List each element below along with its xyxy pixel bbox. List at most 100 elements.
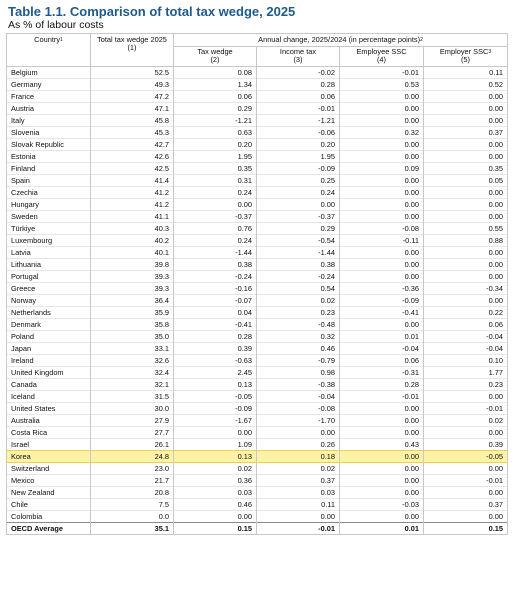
cell-employee-ssc: 0.00: [339, 426, 424, 439]
cell-tax-wedge: 0.76: [173, 222, 257, 235]
cell-tax-wedge: 0.24: [173, 234, 257, 247]
cell-employee-ssc: 0.00: [339, 486, 424, 499]
cell-total: 7.5: [90, 498, 174, 511]
cell-income-tax: -1.21: [256, 114, 340, 127]
cell-total: 20.8: [90, 486, 174, 499]
cell-total: 42.6: [90, 150, 174, 163]
cell-income-tax: 0.02: [256, 294, 340, 307]
cell-employer-ssc: 0.55: [423, 222, 508, 235]
cell-tax-wedge: 0.13: [173, 450, 257, 463]
table-row: Colombia 0.0 0.00 0.00 0.00 0.00: [6, 510, 508, 523]
cell-country: Denmark: [6, 318, 91, 331]
cell-income-tax: 0.00: [256, 426, 340, 439]
cell-employer-ssc: 0.00: [423, 294, 508, 307]
cell-employee-ssc: 0.00: [339, 138, 424, 151]
table-body: Belgium 52.5 0.08 -0.02 -0.01 0.11 Germany 49.3…: [6, 66, 508, 535]
cell-employee-ssc: 0.00: [339, 414, 424, 427]
cell-total: 42.7: [90, 138, 174, 151]
cell-tax-wedge: 0.00: [173, 510, 257, 523]
cell-employer-ssc: 0.00: [423, 462, 508, 475]
cell-tax-wedge: -0.05: [173, 390, 257, 403]
cell-employer-ssc: 0.52: [423, 78, 508, 91]
cell-tax-wedge: 0.04: [173, 306, 257, 319]
cell-country: New Zealand: [6, 486, 91, 499]
cell-income-tax: -0.54: [256, 234, 340, 247]
cell-employee-ssc: 0.00: [339, 186, 424, 199]
cell-country: Poland: [6, 330, 91, 343]
cell-country: United Kingdom: [6, 366, 91, 379]
cell-income-tax: 0.18: [256, 450, 340, 463]
cell-tax-wedge: 0.15: [173, 522, 257, 535]
cell-income-tax: 0.03: [256, 486, 340, 499]
cell-employee-ssc: 0.00: [339, 318, 424, 331]
cell-employee-ssc: -0.01: [339, 66, 424, 79]
cell-employee-ssc: -0.36: [339, 282, 424, 295]
cell-employer-ssc: 0.22: [423, 306, 508, 319]
cell-employee-ssc: -0.08: [339, 222, 424, 235]
cell-total: 27.9: [90, 414, 174, 427]
cell-country: Czechia: [6, 186, 91, 199]
cell-country: Luxembourg: [6, 234, 91, 247]
cell-total: 39.3: [90, 270, 174, 283]
table-row: Austria 47.1 0.29 -0.01 0.00 0.00: [6, 102, 508, 115]
cell-total: 32.1: [90, 378, 174, 391]
cell-total: 21.7: [90, 474, 174, 487]
cell-country: Austria: [6, 102, 91, 115]
table-row: Switzerland 23.0 0.02 0.02 0.00 0.00: [6, 462, 508, 475]
cell-income-tax: -0.06: [256, 126, 340, 139]
table-row: Australia 27.9 -1.67 -1.70 0.00 0.02: [6, 414, 508, 427]
cell-tax-wedge: 0.35: [173, 162, 257, 175]
cell-total: 40.1: [90, 246, 174, 259]
cell-country: Hungary: [6, 198, 91, 211]
cell-employee-ssc: 0.00: [339, 210, 424, 223]
cell-country: Spain: [6, 174, 91, 187]
table-subtitle: As % of labour costs: [8, 19, 104, 31]
cell-income-tax: 0.02: [256, 462, 340, 475]
cell-tax-wedge: 0.00: [173, 198, 257, 211]
cell-employer-ssc: 0.35: [423, 162, 508, 175]
table-row: New Zealand 20.8 0.03 0.03 0.00 0.00: [6, 486, 508, 499]
cell-total: 39.8: [90, 258, 174, 271]
cell-total: 35.0: [90, 330, 174, 343]
cell-total: 45.3: [90, 126, 174, 139]
cell-employee-ssc: 0.32: [339, 126, 424, 139]
cell-total: 52.5: [90, 66, 174, 79]
cell-country: Netherlands: [6, 306, 91, 319]
table-row: Slovenia 45.3 0.63 -0.06 0.32 0.37: [6, 126, 508, 139]
cell-income-tax: -0.01: [256, 522, 340, 535]
cell-employer-ssc: 0.00: [423, 198, 508, 211]
cell-country: United States: [6, 402, 91, 415]
cell-employer-ssc: 0.00: [423, 186, 508, 199]
cell-employee-ssc: -0.11: [339, 234, 424, 247]
cell-employer-ssc: 0.00: [423, 150, 508, 163]
cell-employee-ssc: 0.00: [339, 174, 424, 187]
cell-income-tax: 0.00: [256, 510, 340, 523]
cell-tax-wedge: -0.07: [173, 294, 257, 307]
cell-total: 31.5: [90, 390, 174, 403]
cell-country: Mexico: [6, 474, 91, 487]
table-row: Spain 41.4 0.31 0.25 0.00 0.05: [6, 174, 508, 187]
table-row: Korea 24.8 0.13 0.18 0.00 -0.05: [6, 450, 508, 463]
table-row: Italy 45.8 -1.21 -1.21 0.00 0.00: [6, 114, 508, 127]
table-row: Japan 33.1 0.39 0.46 -0.04 -0.04: [6, 342, 508, 355]
cell-country: Australia: [6, 414, 91, 427]
cell-income-tax: -1.70: [256, 414, 340, 427]
cell-employer-ssc: 1.77: [423, 366, 508, 379]
cell-income-tax: 0.29: [256, 222, 340, 235]
cell-total: 39.3: [90, 282, 174, 295]
cell-tax-wedge: 1.09: [173, 438, 257, 451]
cell-country: Lithuania: [6, 258, 91, 271]
table-row: Slovak Republic 42.7 0.20 0.20 0.00 0.00: [6, 138, 508, 151]
table-row: Canada 32.1 0.13 -0.38 0.28 0.23: [6, 378, 508, 391]
cell-tax-wedge: 0.08: [173, 66, 257, 79]
table-row: Latvia 40.1 -1.44 -1.44 0.00 0.00: [6, 246, 508, 259]
cell-country: Belgium: [6, 66, 91, 79]
cell-employee-ssc: 0.00: [339, 474, 424, 487]
cell-employee-ssc: 0.00: [339, 462, 424, 475]
cell-employer-ssc: 0.00: [423, 246, 508, 259]
cell-tax-wedge: 0.13: [173, 378, 257, 391]
cell-country: France: [6, 90, 91, 103]
cell-employee-ssc: -0.31: [339, 366, 424, 379]
cell-employee-ssc: 0.01: [339, 330, 424, 343]
cell-income-tax: 0.26: [256, 438, 340, 451]
